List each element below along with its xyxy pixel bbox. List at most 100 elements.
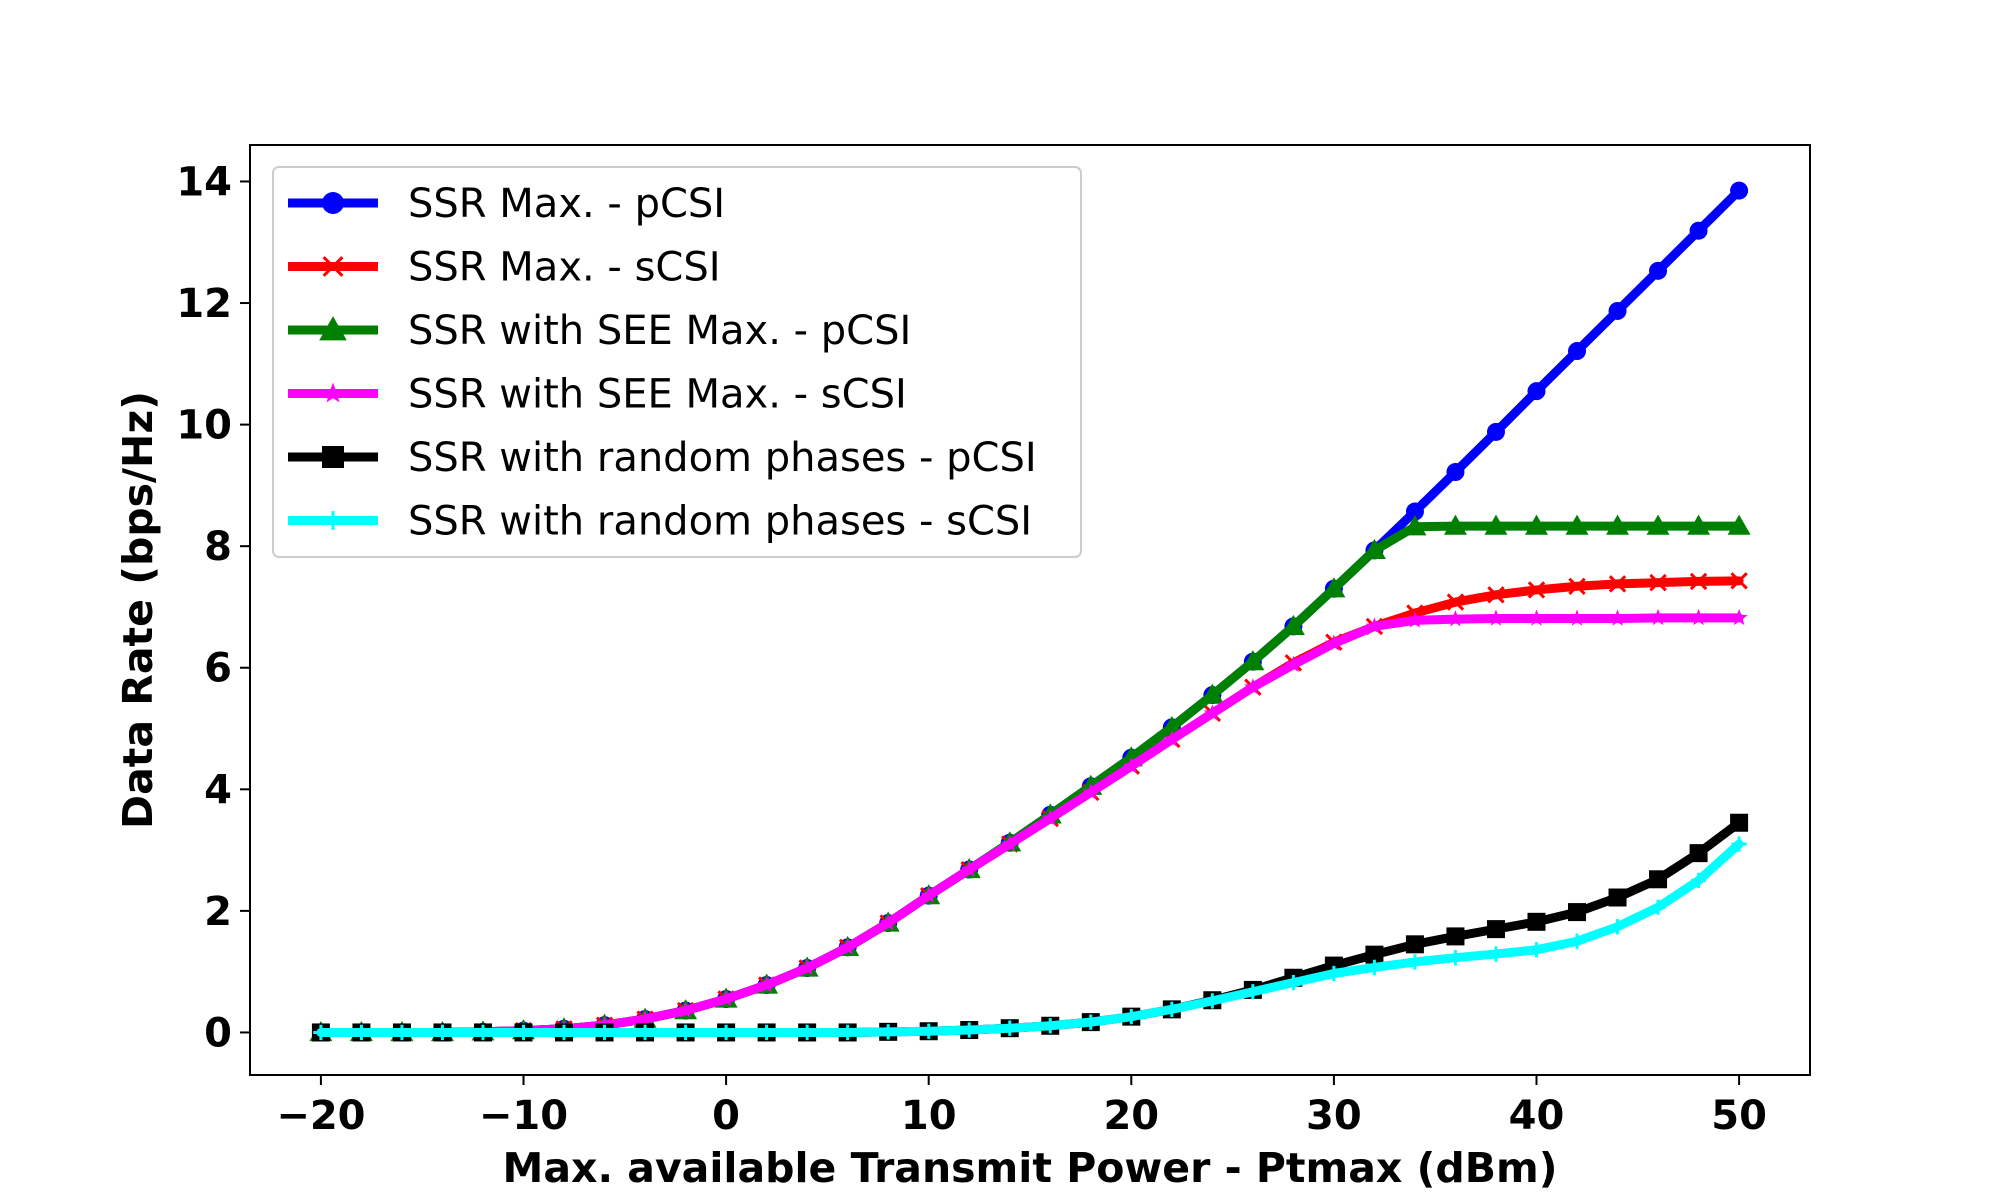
data-point bbox=[1123, 1009, 1139, 1025]
data-point bbox=[1244, 678, 1262, 695]
x-tick-label: 10 bbox=[901, 1093, 957, 1139]
data-point bbox=[1284, 655, 1302, 672]
data-point bbox=[1608, 609, 1627, 626]
data-point bbox=[1446, 610, 1465, 627]
data-point bbox=[921, 1023, 937, 1039]
data-point bbox=[1524, 514, 1548, 535]
data-point bbox=[718, 1024, 734, 1041]
series-6 bbox=[313, 836, 1747, 1041]
data-point bbox=[1203, 704, 1221, 721]
data-point bbox=[1650, 899, 1666, 915]
x-tick-label: −10 bbox=[479, 1093, 568, 1139]
data-point bbox=[1365, 945, 1384, 964]
data-point bbox=[1204, 993, 1220, 1009]
data-point bbox=[1689, 572, 1708, 591]
data-point bbox=[677, 1024, 694, 1041]
data-point bbox=[1446, 463, 1465, 482]
data-point bbox=[677, 1001, 695, 1018]
data-point bbox=[475, 1024, 491, 1041]
data-point bbox=[1649, 870, 1668, 889]
data-point bbox=[1689, 844, 1708, 863]
data-point bbox=[434, 1024, 451, 1041]
legend-entry: SSR with random phases - sCSI bbox=[288, 499, 1032, 545]
data-point bbox=[1407, 954, 1423, 970]
data-point bbox=[353, 1024, 370, 1041]
data-point bbox=[758, 976, 776, 993]
data-point bbox=[1241, 650, 1265, 671]
legend-label: SSR with SEE Max. - sCSI bbox=[408, 372, 907, 418]
y-tick-label: 2 bbox=[204, 889, 232, 935]
x-tick-label: 40 bbox=[1509, 1093, 1565, 1139]
data-point bbox=[1486, 422, 1505, 441]
data-point bbox=[1608, 888, 1627, 907]
data-point bbox=[1730, 572, 1748, 590]
data-point bbox=[1446, 593, 1465, 611]
legend-swatch-marker bbox=[323, 511, 343, 530]
legend-swatch-marker bbox=[322, 256, 344, 277]
data-point bbox=[1001, 835, 1019, 852]
data-point bbox=[1730, 813, 1749, 832]
x-axis-label: Max. available Transmit Power - Ptmax (d… bbox=[503, 1144, 1558, 1192]
data-point bbox=[1322, 577, 1346, 598]
data-point bbox=[1527, 912, 1546, 931]
data-point bbox=[1405, 935, 1424, 954]
data-point bbox=[1568, 577, 1586, 596]
legend-entry: SSR Max. - sCSI bbox=[288, 245, 721, 291]
data-point bbox=[717, 990, 735, 1007]
data-point bbox=[1609, 919, 1626, 935]
data-point bbox=[1325, 634, 1343, 651]
data-point bbox=[1487, 586, 1505, 604]
x-tick-label: 0 bbox=[712, 1093, 740, 1139]
legend-swatch-marker bbox=[319, 316, 347, 341]
y-tick-label: 12 bbox=[176, 281, 232, 327]
data-point bbox=[839, 938, 857, 955]
legend-box bbox=[272, 166, 1082, 558]
data-point bbox=[1285, 974, 1302, 991]
y-tick-label: 8 bbox=[204, 524, 232, 570]
data-point bbox=[1365, 617, 1383, 634]
data-point bbox=[556, 1024, 572, 1041]
data-point bbox=[1122, 757, 1140, 774]
data-point bbox=[515, 1024, 532, 1041]
data-point bbox=[879, 914, 897, 931]
x-tick-label: 50 bbox=[1711, 1093, 1767, 1139]
data-point bbox=[840, 1024, 856, 1041]
data-point bbox=[637, 1024, 653, 1041]
data-point bbox=[1163, 730, 1181, 747]
data-point bbox=[1200, 683, 1224, 704]
data-point bbox=[1487, 609, 1505, 626]
legend-label: SSR Max. - sCSI bbox=[408, 245, 721, 291]
data-point bbox=[1608, 575, 1627, 593]
data-point bbox=[1366, 959, 1383, 976]
data-point bbox=[880, 1024, 896, 1040]
y-tick-label: 10 bbox=[176, 403, 232, 449]
y-tick-label: 14 bbox=[176, 159, 232, 205]
data-point bbox=[1569, 933, 1585, 949]
data-point bbox=[596, 1024, 613, 1041]
x-tick-label: −20 bbox=[276, 1093, 365, 1139]
legend: SSR Max. - pCSI SSR Max. - sCSI SSR with S… bbox=[272, 166, 1082, 558]
legend-entry: SSR with random phases - pCSI bbox=[288, 435, 1037, 481]
data-point bbox=[1730, 181, 1749, 200]
data-point bbox=[1083, 1014, 1099, 1030]
data-point bbox=[1527, 609, 1546, 626]
y-tick-label: 6 bbox=[204, 646, 232, 692]
data-point bbox=[1486, 920, 1505, 939]
legend-label: SSR with SEE Max. - pCSI bbox=[408, 308, 911, 354]
data-point bbox=[758, 1024, 775, 1041]
data-point bbox=[1446, 927, 1465, 946]
data-point bbox=[1565, 514, 1589, 535]
data-point bbox=[1281, 614, 1305, 636]
data-point bbox=[1528, 942, 1545, 958]
data-point bbox=[1649, 608, 1667, 626]
data-point bbox=[1362, 538, 1386, 560]
series-layer bbox=[309, 181, 1751, 1042]
data-point bbox=[799, 1024, 815, 1041]
data-point bbox=[1608, 301, 1627, 320]
data-point bbox=[1727, 514, 1751, 535]
legend-label: SSR with random phases - pCSI bbox=[408, 435, 1037, 481]
data-point bbox=[1041, 809, 1059, 826]
legend-entries: SSR Max. - pCSI SSR Max. - sCSI SSR with S… bbox=[288, 181, 1037, 545]
data-point bbox=[1403, 515, 1427, 536]
data-point bbox=[1568, 903, 1587, 922]
